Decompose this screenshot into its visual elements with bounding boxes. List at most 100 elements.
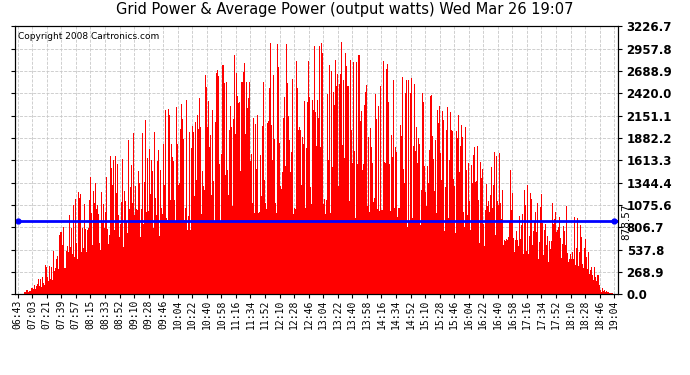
Bar — [443, 120, 444, 294]
Bar — [369, 211, 370, 294]
Bar — [323, 182, 324, 294]
Bar — [153, 228, 154, 294]
Bar — [382, 210, 383, 294]
Bar — [511, 210, 512, 294]
Bar — [87, 230, 88, 294]
Bar — [518, 246, 520, 294]
Bar — [219, 222, 221, 294]
Bar — [494, 152, 495, 294]
Bar — [512, 193, 513, 294]
Bar — [217, 70, 218, 294]
Bar — [558, 227, 559, 294]
Bar — [227, 171, 228, 294]
Bar — [534, 222, 535, 294]
Bar — [419, 144, 420, 294]
Bar — [201, 214, 202, 294]
Bar — [186, 142, 188, 294]
Bar — [198, 129, 199, 294]
Bar — [48, 281, 49, 294]
Bar — [228, 195, 229, 294]
Bar — [111, 168, 112, 294]
Bar — [501, 219, 502, 294]
Bar — [117, 164, 118, 294]
Bar — [365, 92, 366, 294]
Bar — [131, 165, 132, 294]
Bar — [112, 160, 113, 294]
Bar — [46, 267, 47, 294]
Bar — [77, 259, 78, 294]
Bar — [71, 228, 72, 294]
Bar — [297, 130, 299, 294]
Bar — [582, 264, 583, 294]
Bar — [408, 80, 409, 294]
Bar — [152, 171, 153, 294]
Text: 878.57: 878.57 — [621, 203, 631, 240]
Bar — [569, 259, 570, 294]
Bar — [58, 269, 59, 294]
Bar — [57, 256, 58, 294]
Bar — [76, 243, 77, 294]
Bar — [603, 291, 604, 294]
Bar — [462, 137, 463, 294]
Bar — [520, 239, 521, 294]
Bar — [341, 42, 342, 294]
Bar — [508, 193, 509, 294]
Bar — [225, 175, 226, 294]
Bar — [360, 121, 361, 294]
Bar — [383, 61, 384, 294]
Bar — [230, 106, 231, 294]
Bar — [612, 293, 613, 294]
Bar — [179, 183, 180, 294]
Bar — [330, 213, 331, 294]
Bar — [359, 55, 360, 294]
Bar — [542, 223, 543, 294]
Bar — [550, 249, 551, 294]
Bar — [207, 128, 208, 294]
Bar — [589, 274, 590, 294]
Bar — [587, 268, 588, 294]
Bar — [173, 160, 174, 294]
Bar — [226, 82, 227, 294]
Bar — [590, 270, 591, 294]
Bar — [133, 133, 135, 294]
Bar — [101, 192, 102, 294]
Bar — [149, 149, 150, 294]
Bar — [394, 208, 395, 294]
Bar — [295, 209, 296, 294]
Bar — [449, 189, 451, 294]
Bar — [437, 110, 438, 294]
Bar — [407, 226, 408, 294]
Bar — [515, 240, 516, 294]
Bar — [94, 186, 95, 294]
Bar — [446, 130, 447, 294]
Bar — [608, 292, 609, 294]
Bar — [208, 101, 209, 294]
Bar — [26, 290, 27, 294]
Bar — [329, 65, 330, 294]
Bar — [122, 159, 123, 294]
Bar — [490, 195, 491, 294]
Bar — [342, 152, 344, 294]
Bar — [414, 84, 415, 294]
Bar — [264, 108, 266, 294]
Bar — [579, 252, 580, 294]
Bar — [251, 154, 252, 294]
Bar — [465, 127, 466, 294]
Bar — [55, 267, 57, 294]
Bar — [83, 184, 84, 294]
Bar — [540, 207, 541, 294]
Bar — [106, 177, 107, 294]
Bar — [566, 230, 567, 294]
Bar — [422, 93, 423, 294]
Bar — [321, 42, 322, 294]
Bar — [271, 125, 272, 294]
Bar — [401, 110, 402, 294]
Bar — [209, 147, 210, 294]
Bar — [606, 291, 607, 294]
Bar — [389, 164, 390, 294]
Bar — [266, 209, 267, 294]
Bar — [292, 79, 293, 294]
Bar — [335, 60, 336, 294]
Bar — [583, 268, 584, 294]
Bar — [497, 225, 498, 294]
